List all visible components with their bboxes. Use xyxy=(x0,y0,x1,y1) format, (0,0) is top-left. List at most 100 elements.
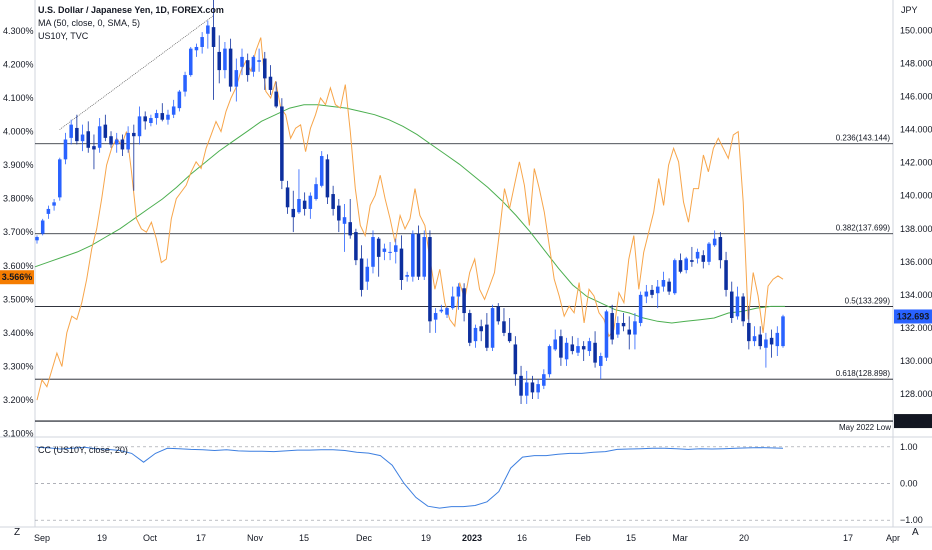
us10y-legend[interactable]: US10Y, TVC xyxy=(38,31,89,41)
candle-body xyxy=(365,266,370,282)
price-axis-tick: 140.000 xyxy=(900,191,932,201)
price-axis-tick: 146.000 xyxy=(900,92,932,102)
candle-body xyxy=(46,208,51,214)
candle-body xyxy=(564,342,569,360)
candle-body xyxy=(536,384,540,393)
candle-body xyxy=(188,48,193,76)
candle-body xyxy=(132,132,136,137)
candle-body xyxy=(604,311,609,358)
candle-body xyxy=(75,127,79,142)
candle-body xyxy=(319,156,324,186)
candle-body xyxy=(245,60,250,76)
candle-body xyxy=(638,294,643,323)
candle-body xyxy=(450,296,455,309)
candle-body xyxy=(718,237,723,261)
time-axis-tick: Mar xyxy=(672,533,688,543)
yield-axis-tick: 4.300% xyxy=(3,26,34,36)
time-axis-tick: 2023 xyxy=(462,533,482,543)
price-axis-tick: 144.000 xyxy=(900,125,932,135)
candle-body xyxy=(502,321,506,333)
candle-body xyxy=(530,382,535,393)
candle-body xyxy=(217,51,221,71)
candle-body xyxy=(40,220,45,234)
time-axis-tick: 17 xyxy=(843,533,853,543)
candle-body xyxy=(274,91,278,107)
candle-body xyxy=(52,202,56,206)
candle-body xyxy=(775,332,780,347)
candle-body xyxy=(724,260,728,290)
candle-body xyxy=(479,326,483,332)
ma-legend[interactable]: MA (50, close, 0, SMA, 5) xyxy=(38,18,141,28)
candle-body xyxy=(154,113,159,119)
candle-body xyxy=(177,91,182,109)
candle-body xyxy=(194,46,199,51)
cc-legend[interactable]: CC (US10Y, close, 20) xyxy=(38,445,128,455)
candle-body xyxy=(712,238,717,246)
candle-body xyxy=(399,248,404,280)
candle-body xyxy=(200,37,204,47)
candle-body xyxy=(593,342,597,363)
axis-layer: 150.000 148.000 146.000 144.000 142.000 140.0… xyxy=(0,5,932,543)
yield-axis-tick: 3.900% xyxy=(3,160,34,170)
candle-body xyxy=(741,296,745,322)
candle-body xyxy=(388,251,392,253)
candle-body xyxy=(291,208,296,218)
candle-body xyxy=(354,232,358,261)
fib-label: 0.618(128.898) xyxy=(836,369,891,378)
cc-axis-tick: 0.00 xyxy=(900,479,918,489)
chart-title[interactable]: U.S. Dollar / Japanese Yen, 1D, FOREX.co… xyxy=(38,5,224,15)
candle-body xyxy=(342,217,347,224)
candle-body xyxy=(462,288,466,314)
candle-body xyxy=(337,205,341,221)
candle-body xyxy=(747,322,751,342)
candle-body xyxy=(650,289,654,295)
candle-body xyxy=(445,308,449,315)
candle-body xyxy=(422,237,427,277)
candle-body xyxy=(468,313,472,343)
candle-body xyxy=(314,184,318,200)
cc-line xyxy=(36,446,784,509)
candle-body xyxy=(752,336,757,342)
candle-body xyxy=(393,245,398,252)
time-axis-tick: 15 xyxy=(626,533,636,543)
candle-body xyxy=(735,296,740,317)
auto-scale-button[interactable]: A xyxy=(912,527,919,538)
candle-body xyxy=(97,126,102,148)
yield-axis-tick: 4.200% xyxy=(3,59,34,69)
candle-body xyxy=(103,124,108,138)
candle-body xyxy=(559,336,563,358)
zoom-button[interactable]: Z xyxy=(14,527,21,538)
candle-body xyxy=(411,233,415,277)
price-axis-tick: 134.000 xyxy=(900,290,932,300)
candle-body xyxy=(667,281,671,292)
yield-axis-tick: 3.600% xyxy=(3,261,34,271)
candle-body xyxy=(473,327,478,342)
candle-body xyxy=(599,356,603,366)
may-low-value: 126.364 xyxy=(897,416,930,426)
may-low-tag xyxy=(894,414,932,429)
candle-body xyxy=(171,106,176,115)
price-axis-tick: 130.000 xyxy=(900,356,932,366)
candle-body xyxy=(507,332,512,342)
candle-body xyxy=(553,339,557,350)
candle-body xyxy=(58,159,62,198)
candle-body xyxy=(781,316,785,347)
candle-body xyxy=(114,139,119,145)
price-axis-tick: 132.000 xyxy=(900,323,932,333)
time-axis-tick: Sep xyxy=(34,533,50,543)
candle-body xyxy=(490,308,495,348)
candle-body xyxy=(371,237,375,267)
price-axis-tick: 148.000 xyxy=(900,58,932,68)
fib-label: 0.382(137.699) xyxy=(836,224,891,233)
candle-body xyxy=(673,260,677,294)
grid-layer: 0.236(143.144) 0.382(137.699) 0.5(133.299)… xyxy=(0,0,932,528)
candle-body xyxy=(439,309,444,312)
candle-body xyxy=(621,322,626,327)
price-axis-tick: 128.000 xyxy=(900,389,932,399)
current-yield-tag xyxy=(0,270,34,285)
candle-body xyxy=(69,124,73,138)
price-axis-tick: 142.000 xyxy=(900,158,932,168)
candle-body xyxy=(80,134,85,142)
yield-axis-tick: 3.700% xyxy=(3,227,34,237)
